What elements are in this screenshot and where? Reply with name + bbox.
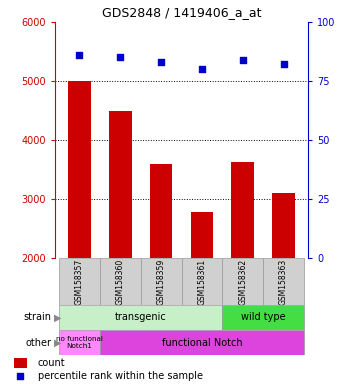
Text: GSM158359: GSM158359 — [157, 258, 166, 305]
Bar — [68, 81, 91, 258]
Bar — [59, 305, 222, 330]
Bar — [191, 212, 213, 258]
Bar — [59, 258, 100, 305]
Bar — [181, 258, 222, 305]
Point — [240, 57, 246, 63]
Point — [77, 52, 82, 58]
Text: other: other — [26, 338, 51, 348]
Text: strain: strain — [24, 313, 51, 323]
Text: percentile rank within the sample: percentile rank within the sample — [38, 371, 203, 381]
Point — [18, 373, 23, 379]
Point — [281, 61, 286, 68]
Text: GSM158363: GSM158363 — [279, 258, 288, 305]
Title: GDS2848 / 1419406_a_at: GDS2848 / 1419406_a_at — [102, 7, 261, 20]
Bar — [100, 258, 141, 305]
Point — [118, 54, 123, 60]
Text: count: count — [38, 358, 65, 368]
Text: GSM158360: GSM158360 — [116, 258, 125, 305]
Text: wild type: wild type — [241, 313, 285, 323]
Bar — [222, 258, 263, 305]
Point — [199, 66, 205, 72]
Text: ▶: ▶ — [54, 313, 61, 323]
Text: GSM158361: GSM158361 — [197, 258, 206, 305]
Bar — [222, 305, 304, 330]
Bar — [14, 358, 27, 368]
Bar — [263, 258, 304, 305]
Bar — [272, 193, 295, 258]
Bar — [109, 111, 132, 258]
Text: transgenic: transgenic — [115, 313, 166, 323]
Point — [158, 59, 164, 65]
Text: GSM158357: GSM158357 — [75, 258, 84, 305]
Text: GSM158362: GSM158362 — [238, 258, 247, 305]
Text: no functional
Notch1: no functional Notch1 — [56, 336, 103, 349]
Bar — [150, 164, 172, 258]
Bar — [100, 330, 304, 355]
Bar — [59, 330, 100, 355]
Text: functional Notch: functional Notch — [162, 338, 242, 348]
Bar — [232, 162, 254, 258]
Text: ▶: ▶ — [54, 338, 61, 348]
Bar — [141, 258, 181, 305]
